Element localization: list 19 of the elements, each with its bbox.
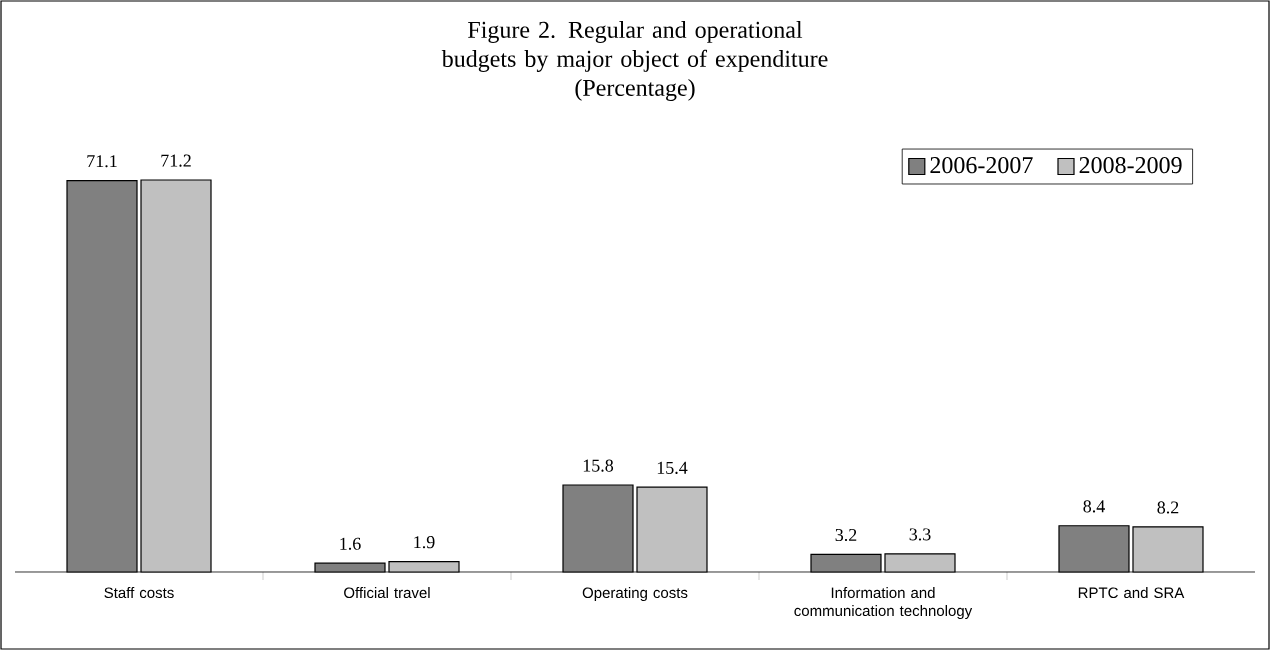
legend-label: 2006-2007 [930,157,1033,174]
data-label: 3.2 [835,528,857,542]
legend-label: 2008-2009 [1079,157,1182,174]
data-label: 1.9 [414,536,435,549]
data-label: 15.4 [657,461,688,474]
data-label: 15.8 [583,459,614,472]
x-tick-label: Official travel [344,587,430,599]
x-tick-label: Operating costs [582,587,688,602]
x-tick-label: Staff costs [104,587,174,599]
data-label: 8.4 [1083,500,1105,513]
data-label: 3.3 [909,528,931,541]
data-label: 71.2 [161,154,191,167]
data-label: 8.2 [1157,501,1179,514]
chart-title: Figure 2. Regular and operational budgets by major object of expenditure [441,21,828,72]
chart-subtitle: (Percentage) [575,79,695,101]
data-label: 1.6 [340,537,361,550]
x-tick-label: Information and communication technology [794,587,973,620]
x-tick-label: RPTC and SRA [1078,587,1185,599]
data-label: 71.1 [87,155,117,168]
